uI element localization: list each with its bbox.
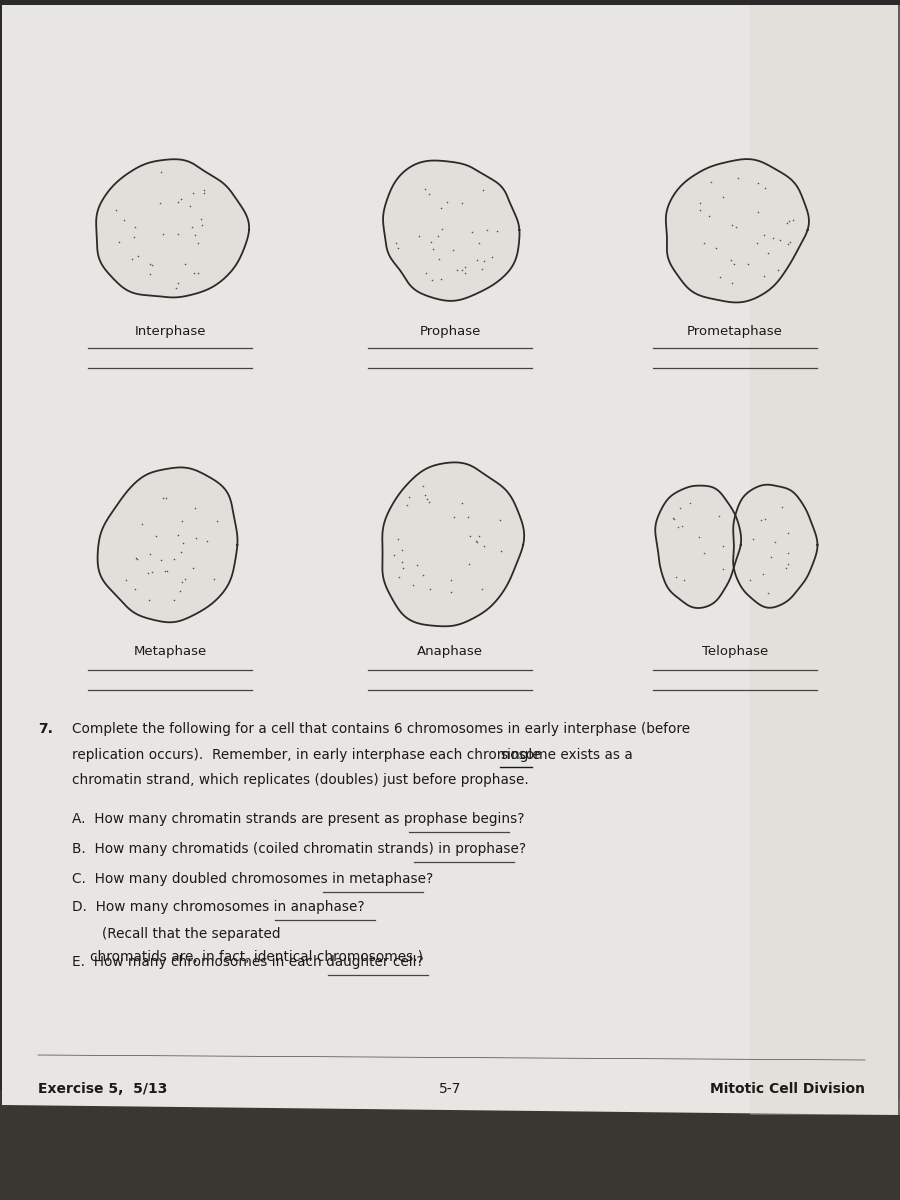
Text: Interphase: Interphase [134, 325, 206, 338]
Text: A.  How many chromatin strands are present as prophase begins?: A. How many chromatin strands are presen… [72, 812, 525, 826]
Text: 7.: 7. [38, 722, 53, 736]
Polygon shape [2, 5, 898, 1115]
Text: Metaphase: Metaphase [133, 646, 207, 658]
Text: Mitotic Cell Division: Mitotic Cell Division [710, 1082, 865, 1096]
Text: Anaphase: Anaphase [417, 646, 483, 658]
Polygon shape [97, 468, 238, 623]
Text: E.  How many chromosomes in each daughter cell?: E. How many chromosomes in each daughter… [72, 955, 424, 970]
Text: Prophase: Prophase [419, 325, 481, 338]
Text: Prometaphase: Prometaphase [687, 325, 783, 338]
Polygon shape [655, 486, 741, 608]
Polygon shape [96, 160, 249, 298]
Polygon shape [734, 485, 817, 607]
Text: (Recall that the separated: (Recall that the separated [102, 926, 281, 941]
Polygon shape [383, 161, 519, 301]
Text: replication occurs).  Remember, in early interphase each chromosome exists as a: replication occurs). Remember, in early … [72, 748, 637, 762]
Text: Telophase: Telophase [702, 646, 768, 658]
Text: single: single [500, 748, 541, 762]
Polygon shape [382, 462, 524, 626]
Text: Complete the following for a cell that contains 6 chromosomes in early interphas: Complete the following for a cell that c… [72, 722, 690, 736]
Text: D.  How many chromosomes in anaphase?: D. How many chromosomes in anaphase? [72, 900, 364, 914]
Polygon shape [666, 160, 809, 302]
Polygon shape [0, 1090, 900, 1200]
Text: C.  How many doubled chromosomes in metaphase?: C. How many doubled chromosomes in metap… [72, 872, 433, 886]
Text: 5-7: 5-7 [439, 1082, 461, 1096]
Text: B.  How many chromatids (coiled chromatin strands) in prophase?: B. How many chromatids (coiled chromatin… [72, 842, 526, 856]
Text: Exercise 5,  5/13: Exercise 5, 5/13 [38, 1082, 167, 1096]
Polygon shape [750, 5, 900, 1115]
Text: chromatin strand, which replicates (doubles) just before prophase.: chromatin strand, which replicates (doub… [72, 773, 529, 787]
Text: chromatids are, in fact, identical chromosomes.): chromatids are, in fact, identical chrom… [90, 950, 423, 964]
